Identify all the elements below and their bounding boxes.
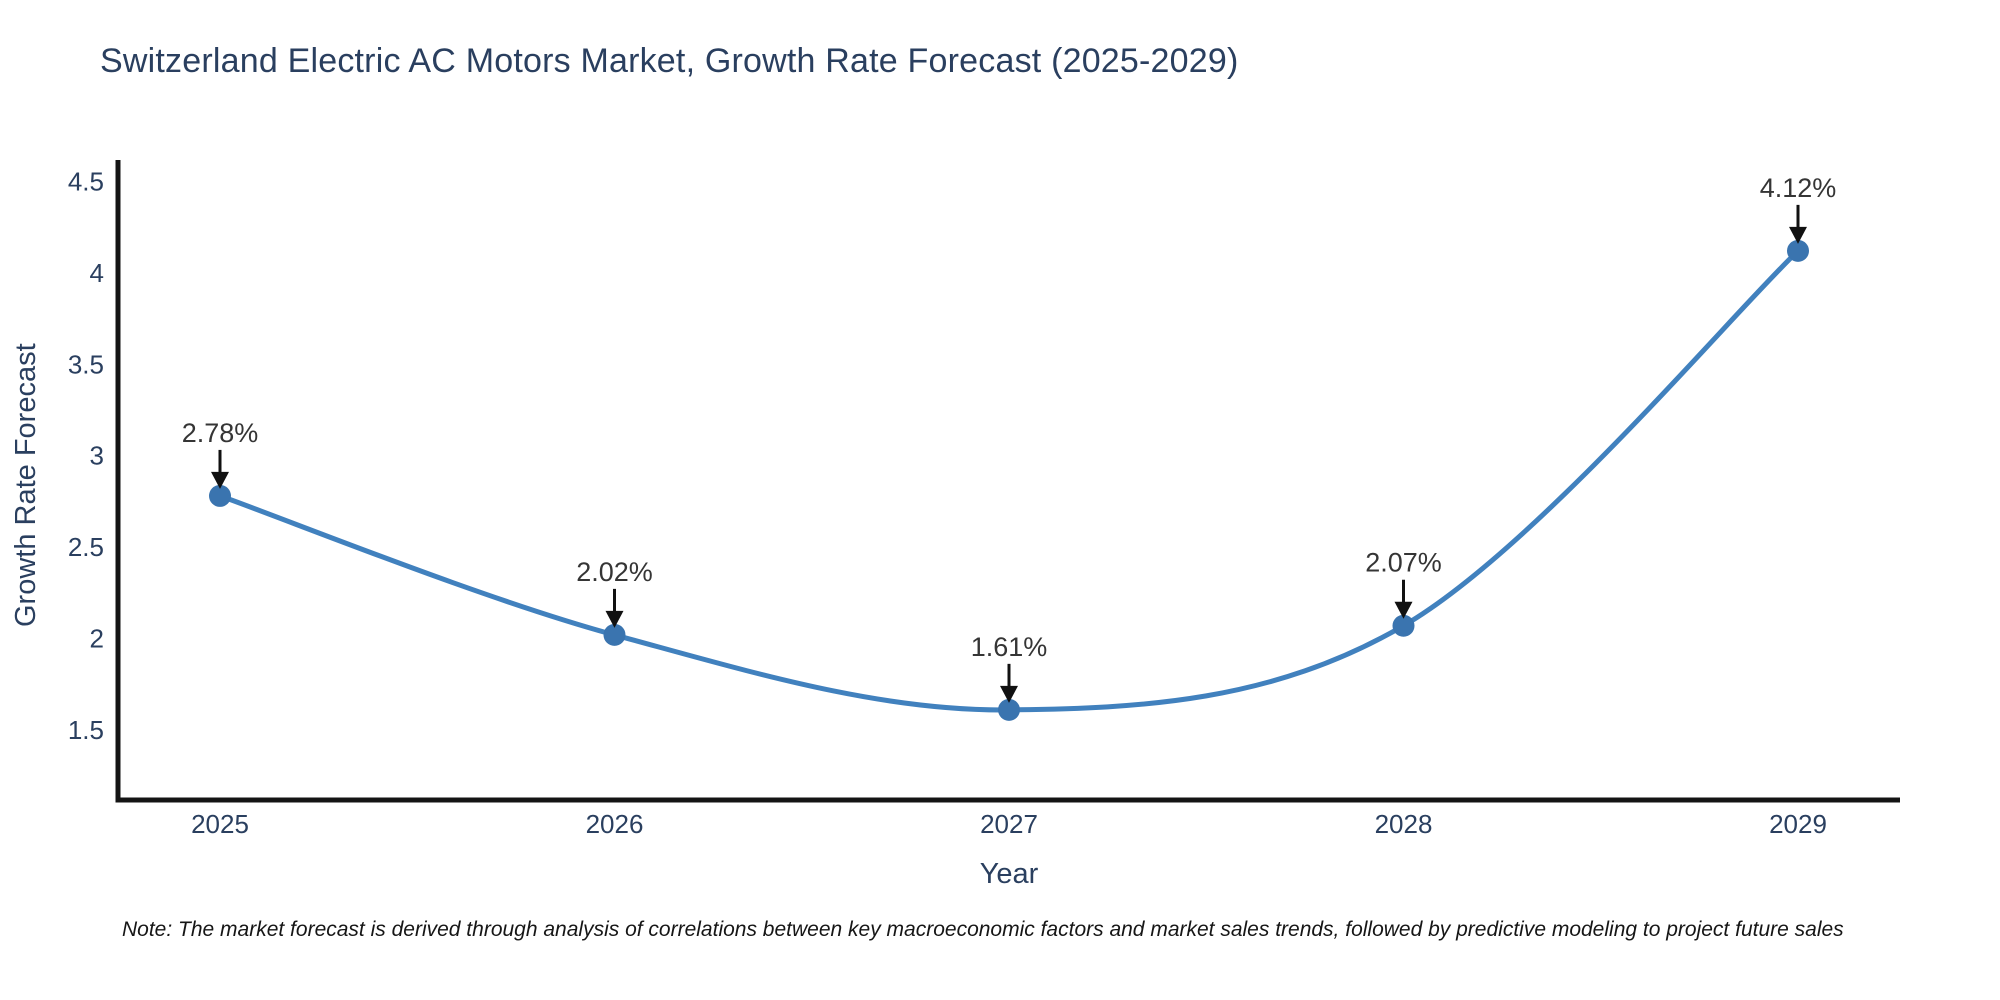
- annotation-arrowhead-icon: [1394, 601, 1413, 619]
- data-point-marker[interactable]: [209, 484, 231, 507]
- data-point-marker[interactable]: [998, 698, 1020, 721]
- y-tick-label: 4.5: [68, 166, 104, 196]
- chart-title: Switzerland Electric AC Motors Market, G…: [100, 42, 1239, 80]
- x-tick-label: 2026: [586, 809, 644, 839]
- data-point-marker[interactable]: [603, 623, 626, 646]
- x-tick-label: 2027: [980, 809, 1038, 839]
- data-point-marker[interactable]: [1787, 239, 1809, 262]
- x-tick-label: 2028: [1375, 809, 1433, 839]
- y-tick-label: 1.5: [68, 715, 104, 745]
- annotation-label: 2.07%: [1365, 548, 1442, 578]
- annotation-label: 2.02%: [576, 557, 653, 587]
- y-tick-label: 3.5: [68, 349, 104, 379]
- y-tick-label: 4: [90, 258, 104, 288]
- y-axis-title: Growth Rate Forecast: [10, 343, 42, 627]
- x-tick-label: 2025: [191, 809, 249, 839]
- y-tick-label: 2.5: [68, 532, 104, 562]
- footnote: Note: The market forecast is derived thr…: [122, 918, 1844, 941]
- x-axis-title: Year: [979, 858, 1039, 890]
- annotation-arrowhead-icon: [1789, 226, 1807, 244]
- annotation-arrowhead-icon: [211, 471, 229, 489]
- y-tick-label: 2: [90, 624, 104, 654]
- x-tick-label: 2029: [1769, 809, 1827, 839]
- y-tick-label: 3: [90, 441, 104, 471]
- data-point-marker[interactable]: [1392, 614, 1415, 637]
- annotation-label: 1.61%: [971, 632, 1048, 662]
- annotation-arrowhead-icon: [1000, 685, 1018, 703]
- annotation-arrowhead-icon: [605, 610, 624, 628]
- annotation-label: 4.12%: [1760, 173, 1837, 203]
- annotation-label: 2.78%: [182, 418, 259, 448]
